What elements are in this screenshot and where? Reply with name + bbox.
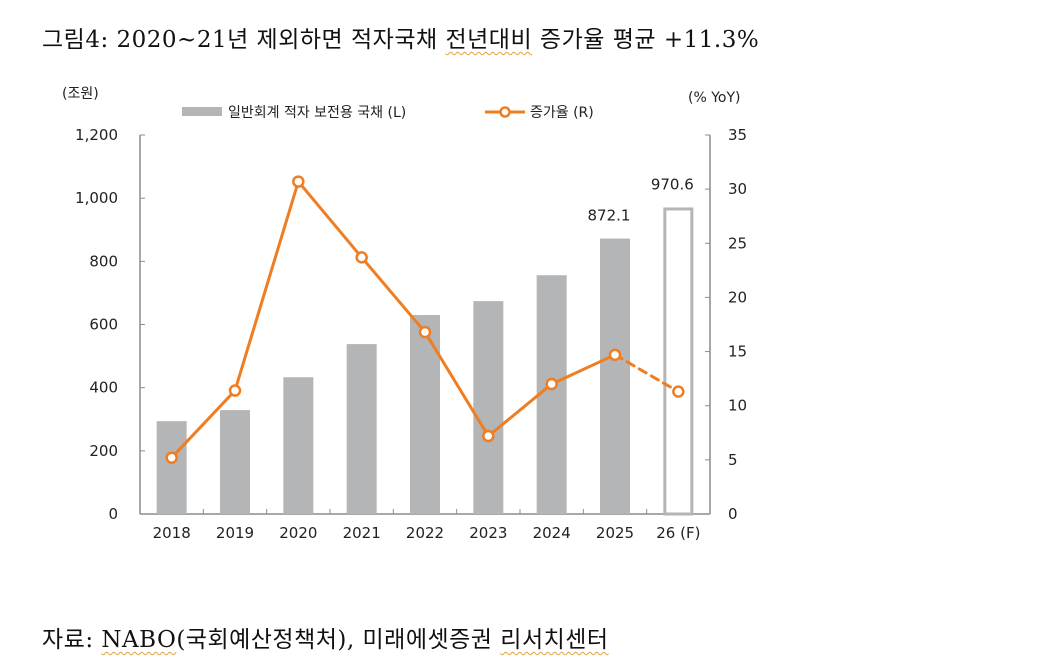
left-axis-unit-label: (조원) xyxy=(62,86,99,102)
bar xyxy=(220,410,250,514)
right-tick-label: 0 xyxy=(728,505,738,523)
source-middle: (국회예산정책처), 미래에셋증권 xyxy=(176,627,501,653)
title-underlined: 전년대비 xyxy=(445,27,533,53)
right-tick-label: 10 xyxy=(728,397,747,415)
line-segment xyxy=(170,389,237,460)
legend-line-marker xyxy=(499,106,511,118)
left-tick-label: 0 xyxy=(108,505,118,523)
x-tick-label: 2022 xyxy=(406,524,444,542)
left-tick-label: 600 xyxy=(89,316,118,334)
bar xyxy=(600,238,630,514)
source-prefix: 자료: xyxy=(42,627,102,653)
line-segment xyxy=(233,180,300,393)
bar xyxy=(346,344,377,514)
legend-line-label: 증가율 (R) xyxy=(530,105,594,121)
left-tick-label: 1,200 xyxy=(75,126,118,144)
x-tick-label: 2020 xyxy=(279,524,317,542)
source-research-center: 리서치센터 xyxy=(500,627,609,653)
x-tick-label: 2025 xyxy=(596,524,634,542)
line-segment xyxy=(360,255,427,334)
line-point xyxy=(165,451,178,464)
bar xyxy=(536,275,567,514)
line-point xyxy=(418,325,432,339)
right-tick-label: 15 xyxy=(728,343,747,361)
right-tick-label: 5 xyxy=(728,451,738,469)
x-tick-label: 26 (F) xyxy=(656,524,700,542)
figure-title: 그림4: 2020~21년 제외하면 적자국채 전년대비 증가율 평균 +11.… xyxy=(42,20,759,54)
right-tick-label: 35 xyxy=(728,126,747,144)
bar xyxy=(283,377,314,514)
bar-data-label: 970.6 xyxy=(651,175,694,193)
title-prefix: 그림4: 2020~21년 제외하면 적자국채 xyxy=(42,27,446,53)
source-note: 자료: NABO(국회예산정책처), 미래에셋증권 리서치센터 xyxy=(42,620,609,654)
combo-chart: (조원) (% YoY) 일반회계 적자 보전용 국채 (L) 증가율 (R) … xyxy=(62,86,747,542)
bar xyxy=(410,315,440,514)
left-tick-label: 1,000 xyxy=(75,189,118,207)
bar xyxy=(473,301,504,514)
x-tick-label: 2018 xyxy=(153,524,191,542)
x-tick-label: 2024 xyxy=(533,524,571,542)
line-point xyxy=(482,429,495,443)
line-segment xyxy=(296,180,364,259)
bar-forecast xyxy=(663,207,694,516)
line-point xyxy=(292,175,305,188)
right-axis-unit-label: (% YoY) xyxy=(688,90,741,106)
x-tick-label: 2021 xyxy=(343,524,381,542)
right-tick-label: 20 xyxy=(728,288,747,306)
bar-data-label: 872.1 xyxy=(588,207,631,225)
line-segment xyxy=(423,330,490,438)
legend-bar-swatch xyxy=(182,107,222,116)
line-point xyxy=(228,384,242,397)
left-tick-label: 400 xyxy=(89,379,118,397)
right-tick-label: 30 xyxy=(728,180,747,198)
line-point xyxy=(608,348,622,362)
line-point xyxy=(672,385,685,398)
source-nabo: NABO xyxy=(101,627,177,653)
line-segment xyxy=(486,382,554,438)
x-tick-label: 2019 xyxy=(216,524,254,542)
left-tick-label: 200 xyxy=(89,442,118,460)
x-tick-label: 2023 xyxy=(469,524,507,542)
bar xyxy=(156,421,187,514)
line-segment xyxy=(550,353,617,386)
line-segment-forecast xyxy=(613,353,680,394)
title-suffix: 증가율 평균 +11.3% xyxy=(532,27,760,53)
line-point xyxy=(545,377,558,391)
legend: 일반회계 적자 보전용 국채 (L) 증가율 (R) xyxy=(182,105,594,121)
right-tick-label: 25 xyxy=(728,234,747,252)
left-tick-label: 800 xyxy=(89,252,118,270)
line-point xyxy=(355,251,368,264)
legend-bar-label: 일반회계 적자 보전용 국채 (L) xyxy=(228,105,406,121)
